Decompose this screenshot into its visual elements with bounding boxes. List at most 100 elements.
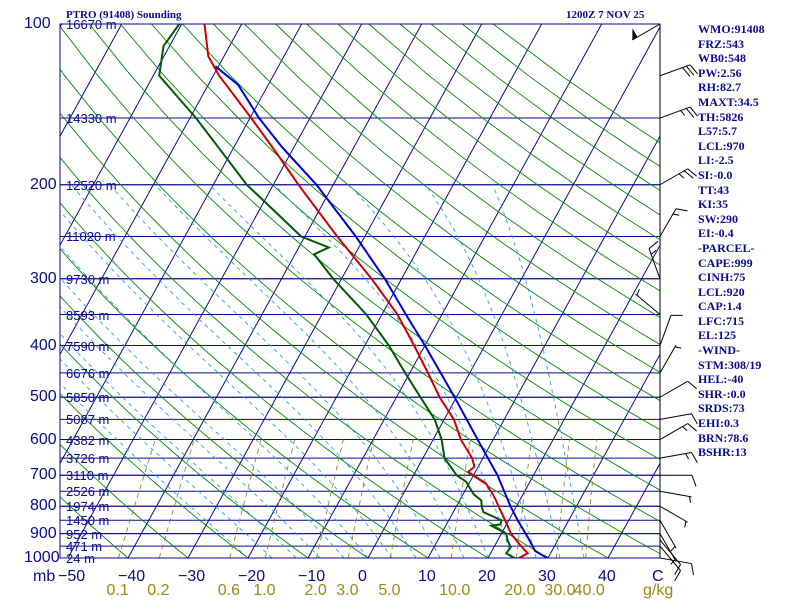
station-title: PTRO (91408) Sounding [66,9,182,21]
mixing-ratio-tick-label: 2.0 [304,582,327,599]
isotherm-line [60,24,303,465]
pressure-tick-label: 700 [30,466,57,484]
isotherm-line [307,24,603,558]
wind-barb [659,344,682,374]
index-line: CINH:75 [698,270,746,285]
wind-barb-half-flag [636,289,640,296]
wind-barb-half-flag [682,426,688,432]
wind-barb-flag [687,380,697,390]
wind-barb [659,520,677,552]
mixing-ratio-tick-label: 1.0 [253,582,276,599]
wind-barb-flag [691,452,698,463]
height-label: 8593 m [66,307,110,323]
index-line: PW:2.56 [698,65,742,80]
temperature-tick-label: −50 [58,568,86,585]
pressure-tick-label: 800 [30,497,57,515]
index-line: BRN:78.6 [698,430,749,445]
wind-barb [659,533,677,565]
wind-barb [659,168,697,186]
temperature-unit-label: C [652,568,664,585]
wind-barb-half-flag [680,110,685,116]
index-line: LCL:970 [698,138,745,153]
wind-barb [648,240,661,279]
height-label: 11020 m [66,229,116,245]
wind-barb [659,452,698,463]
mixing-ratio-tick-label: 0.2 [147,582,170,599]
wind-barb-half-flag [670,559,676,565]
wind-barb-flag [691,413,698,425]
wind-barb [632,23,661,41]
temperature-tick-label: 0 [358,568,367,585]
mixing-ratio-line [555,439,570,558]
height-label: 16670 m [66,17,117,32]
dry-adiabat-line [60,248,429,558]
height-label: 12520 m [66,177,117,193]
index-line: CAPE:999 [698,255,753,270]
dry-adiabat-line [88,24,660,491]
wind-barb-flag [682,67,691,77]
temperature-tick-label: 40 [598,568,616,585]
dry-adiabat-line [337,24,660,266]
mixing-ratio-tick-label: 10.0 [439,582,471,599]
wind-barb [659,505,688,528]
height-label: 7590 m [66,338,110,354]
wind-barb-half-flag [670,545,676,552]
temperature-tick-label: −30 [178,568,206,585]
moist-adiabat-line [425,184,561,558]
wind-barb-shaft [659,533,677,562]
mixing-ratio-tick-label: 0.1 [106,582,129,599]
dry-adiabat-line [60,392,249,558]
wind-barb [659,64,698,77]
dry-adiabat-line [60,112,609,558]
wind-barb-flag [675,208,688,212]
index-line: HEL:-40 [698,372,744,387]
temperature-tick-label: 10 [418,568,436,585]
pressure-tick-label: 400 [30,336,57,354]
wind-barb-flag [687,168,697,177]
mixing-ratio-tick-label: 40.0 [573,582,605,599]
wind-barb-shaft [648,248,661,279]
temperature-trace [203,24,530,558]
index-line: WB0:548 [698,51,746,66]
wind-barb [659,423,697,440]
index-line: EL:125 [698,328,737,343]
dry-adiabat-line [182,24,660,402]
pressure-tick-label: 900 [30,524,57,542]
wind-barb-flag [648,240,659,250]
mixing-ratio-line [264,439,296,558]
wind-barb [660,474,697,487]
wind-barb-shaft [659,64,691,77]
isotherm-line [427,135,660,558]
isotherm-line [487,244,660,558]
index-line: SHR-:0.0 [698,386,746,401]
isotherm-line [247,24,543,558]
height-label: 9730 m [66,271,110,287]
wind-barb [659,380,697,398]
index-line: RH:82.7 [698,80,741,95]
mixing-ratio-tick-label: 5.0 [378,582,401,599]
wind-barb-shaft [659,315,672,346]
wind-barb-flag [691,475,697,487]
wind-barb-shaft [659,413,692,420]
mixing-ratio-line [585,439,598,558]
dry-adiabat-line [306,24,660,292]
wind-barb-shaft [632,23,661,41]
dry-adiabat-line [60,295,369,558]
index-line: KI:35 [698,197,728,212]
moist-adiabat-line [492,184,585,558]
height-label: 1974 m [66,499,110,515]
dry-adiabat-line [244,24,660,346]
height-label: 5087 m [66,412,110,428]
index-line: TT:43 [698,182,730,197]
temperature-tick-label: −40 [118,568,146,585]
moist-adiabat-line [60,245,369,558]
dry-adiabat-line [60,25,660,522]
moist-adiabat-line [60,277,345,558]
moist-adiabat-line [348,184,537,558]
height-label: 2526 m [66,484,110,500]
wind-barb [659,490,692,503]
height-label: 6676 m [66,365,110,381]
wind-barb-shaft [659,490,692,498]
height-label: 24 m [66,551,95,566]
wind-barb-shaft [659,423,688,440]
